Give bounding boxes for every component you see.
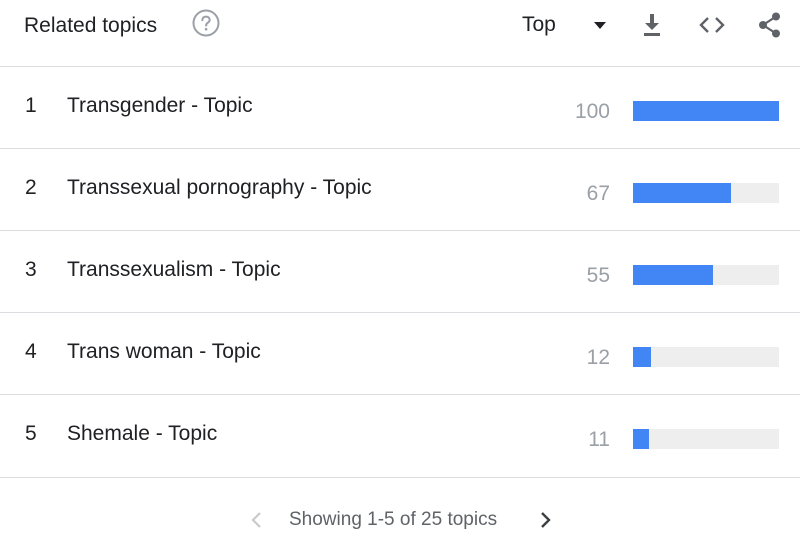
interest-bar-fill xyxy=(633,183,731,203)
topic-row[interactable]: 2 Transsexual pornography - Topic 67 xyxy=(0,149,800,231)
topics-list: 1 Transgender - Topic 100 2 Transsexual … xyxy=(0,67,800,478)
embed-code-icon[interactable] xyxy=(697,10,727,40)
help-icon[interactable] xyxy=(192,9,220,37)
interest-value: 12 xyxy=(586,346,610,369)
pagination-text: Showing 1-5 of 25 topics xyxy=(289,509,498,530)
rank-number: 2 xyxy=(25,176,37,199)
sort-select-value: Top xyxy=(522,13,556,36)
interest-value: 67 xyxy=(586,182,610,205)
topic-label[interactable]: Transgender - Topic xyxy=(67,94,253,117)
share-icon[interactable] xyxy=(755,10,785,40)
topic-row[interactable]: 1 Transgender - Topic 100 xyxy=(0,67,800,149)
dropdown-arrow-icon xyxy=(592,17,608,33)
topic-label[interactable]: Transsexual pornography - Topic xyxy=(67,176,372,199)
topic-label[interactable]: Shemale - Topic xyxy=(67,422,218,445)
interest-bar-fill xyxy=(633,265,714,285)
interest-bar-track xyxy=(633,265,779,285)
topic-label[interactable]: Transsexualism - Topic xyxy=(67,258,281,281)
interest-bar-fill xyxy=(633,429,650,449)
rank-number: 3 xyxy=(25,258,37,281)
interest-bar-fill xyxy=(633,101,779,121)
rank-number: 1 xyxy=(25,94,37,117)
interest-bar-track xyxy=(633,101,779,121)
download-icon[interactable] xyxy=(637,10,667,40)
interest-bar-track xyxy=(633,183,779,203)
chevron-left-icon xyxy=(246,509,268,531)
rank-number: 5 xyxy=(25,422,37,445)
topic-label[interactable]: Trans woman - Topic xyxy=(67,340,261,363)
topic-row[interactable]: 4 Trans woman - Topic 12 xyxy=(0,313,800,395)
topic-row[interactable]: 3 Transsexualism - Topic 55 xyxy=(0,231,800,313)
widget-title: Related topics xyxy=(24,14,158,37)
interest-bar-track xyxy=(633,347,779,367)
interest-value: 11 xyxy=(588,428,610,451)
rank-number: 4 xyxy=(25,340,37,363)
interest-bar-track xyxy=(633,429,779,449)
chevron-right-icon[interactable] xyxy=(534,509,556,531)
pagination-footer: Showing 1-5 of 25 topics xyxy=(0,477,800,544)
widget-header: Related topics Top xyxy=(0,0,800,67)
interest-value: 55 xyxy=(586,264,610,287)
interest-value: 100 xyxy=(574,100,610,123)
sort-select[interactable]: Top xyxy=(510,9,616,41)
interest-bar-fill xyxy=(633,347,651,367)
topic-row[interactable]: 5 Shemale - Topic 11 xyxy=(0,395,800,478)
